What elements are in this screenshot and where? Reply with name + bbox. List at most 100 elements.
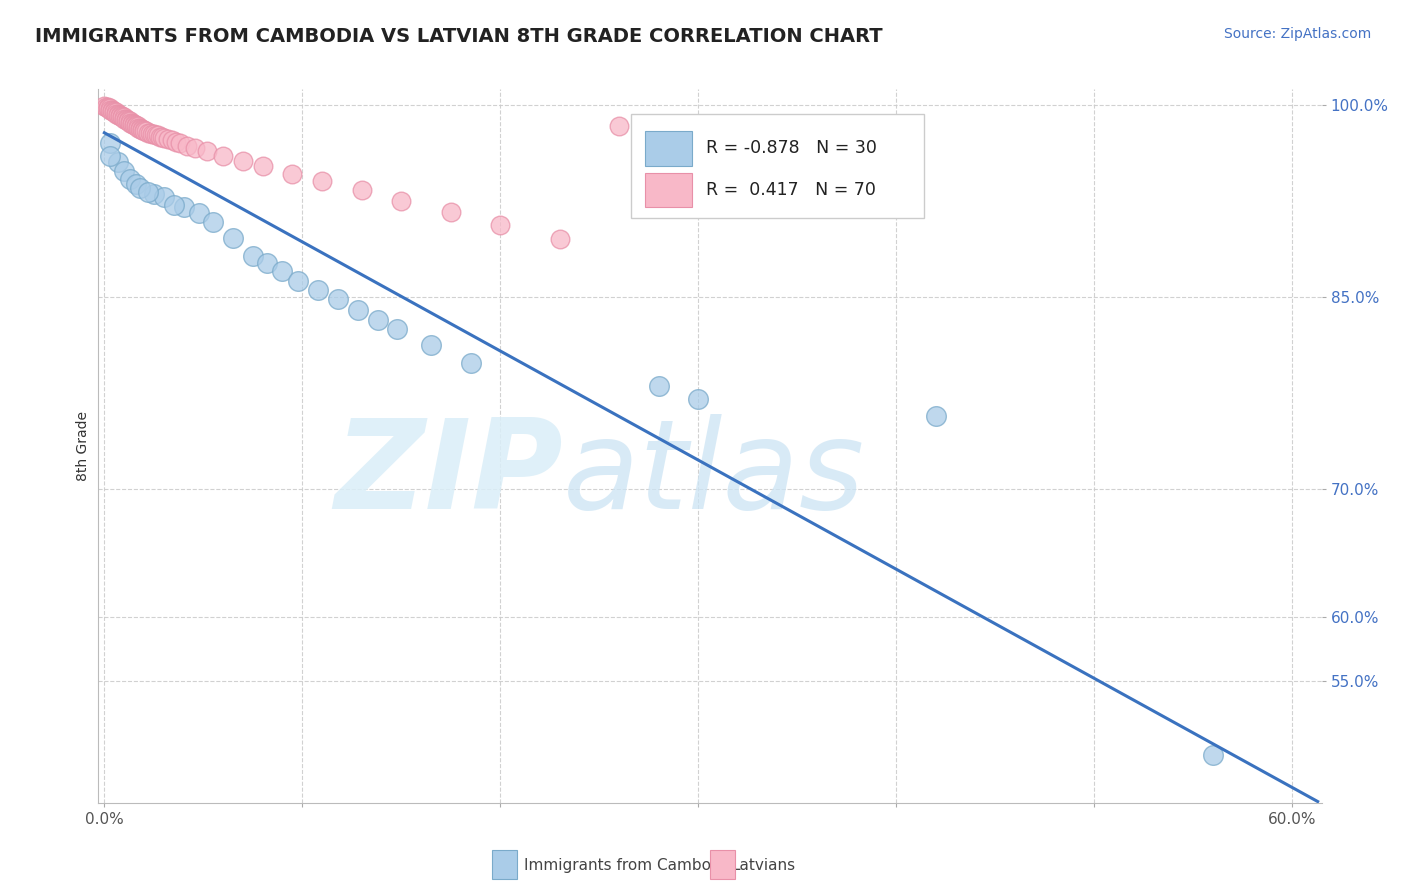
Point <box>489 218 512 232</box>
Point <box>127 120 149 134</box>
Point <box>107 108 129 122</box>
Point <box>184 141 207 155</box>
Point <box>389 194 412 208</box>
Point <box>326 293 349 307</box>
Point <box>242 249 264 263</box>
Point <box>121 117 143 131</box>
Point <box>232 153 254 168</box>
Point <box>98 149 121 163</box>
Point <box>924 409 946 423</box>
Point <box>107 155 129 169</box>
Point <box>111 109 134 123</box>
Point <box>156 132 179 146</box>
Point <box>727 152 749 166</box>
Point <box>287 274 309 288</box>
Point <box>162 197 184 211</box>
Point <box>105 105 128 120</box>
Point <box>122 117 145 131</box>
Point <box>122 118 145 132</box>
Text: atlas: atlas <box>564 414 865 535</box>
Text: Source: ZipAtlas.com: Source: ZipAtlas.com <box>1223 27 1371 41</box>
Point <box>111 111 134 125</box>
Point <box>666 136 689 150</box>
Point <box>256 256 278 270</box>
Point <box>107 106 129 120</box>
Point <box>688 392 710 407</box>
Point <box>120 114 142 128</box>
Bar <box>645 131 692 166</box>
Point <box>142 127 165 141</box>
Point <box>103 105 125 120</box>
Point <box>129 181 152 195</box>
Point <box>169 136 191 150</box>
Point <box>136 126 159 140</box>
Point <box>212 149 235 163</box>
Point <box>112 112 135 126</box>
Text: R =  0.417   N = 70: R = 0.417 N = 70 <box>706 181 876 199</box>
Point <box>139 126 162 140</box>
Point <box>222 231 245 245</box>
Point <box>132 124 155 138</box>
Point <box>281 167 304 181</box>
Point <box>135 124 157 138</box>
Point <box>420 338 443 352</box>
Point <box>152 131 174 145</box>
Point <box>125 118 148 132</box>
Point <box>127 120 149 135</box>
Point <box>160 133 183 147</box>
Point <box>98 103 121 117</box>
Point <box>129 122 152 136</box>
Point <box>125 177 148 191</box>
Point <box>150 129 173 144</box>
Point <box>311 174 333 188</box>
Point <box>108 109 131 123</box>
Point <box>149 129 172 144</box>
Point <box>115 112 138 126</box>
Point <box>647 379 669 393</box>
Point <box>460 356 482 370</box>
Point <box>346 302 368 317</box>
Point <box>145 128 167 143</box>
Point <box>101 103 124 117</box>
Point <box>195 144 218 158</box>
Point <box>105 106 128 120</box>
Point <box>152 190 174 204</box>
Point <box>129 120 152 135</box>
Point <box>97 100 120 114</box>
Point <box>131 122 153 136</box>
Point <box>97 102 120 116</box>
Point <box>252 159 274 173</box>
Point <box>440 205 463 219</box>
Point <box>117 114 139 128</box>
Point <box>120 172 142 186</box>
Point <box>188 206 211 220</box>
Y-axis label: 8th Grade: 8th Grade <box>76 411 90 481</box>
FancyBboxPatch shape <box>630 114 924 218</box>
Text: Latvians: Latvians <box>731 858 796 872</box>
Point <box>202 215 225 229</box>
Point <box>387 322 409 336</box>
Point <box>350 183 373 197</box>
Point <box>165 135 187 149</box>
Point <box>1202 748 1225 763</box>
Point <box>108 108 131 122</box>
Point <box>142 187 165 202</box>
Point <box>366 313 388 327</box>
Point <box>131 123 153 137</box>
Point <box>141 127 163 141</box>
Point <box>125 120 148 134</box>
Point <box>548 232 571 246</box>
Text: R = -0.878   N = 30: R = -0.878 N = 30 <box>706 139 877 157</box>
Text: Immigrants from Cambodia: Immigrants from Cambodia <box>524 858 735 872</box>
Point <box>173 200 195 214</box>
Point <box>115 112 138 127</box>
Bar <box>645 173 692 207</box>
Point <box>307 283 329 297</box>
Point <box>271 264 294 278</box>
Point <box>121 115 143 129</box>
Text: ZIP: ZIP <box>335 414 564 535</box>
Point <box>112 164 135 178</box>
Point <box>112 111 135 125</box>
Point <box>117 112 139 127</box>
Point <box>176 138 198 153</box>
